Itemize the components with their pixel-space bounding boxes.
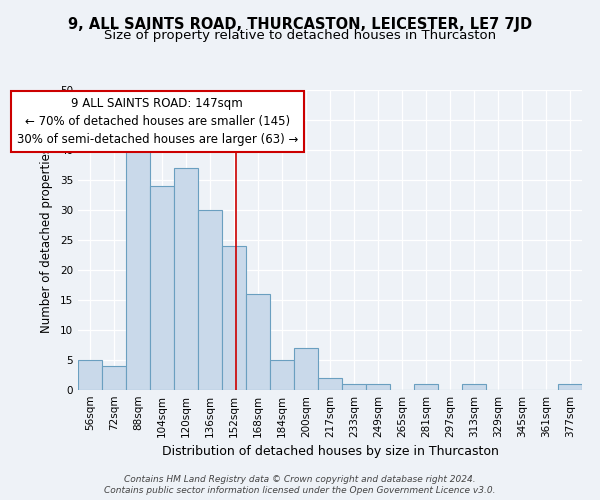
Text: Contains public sector information licensed under the Open Government Licence v3: Contains public sector information licen…: [104, 486, 496, 495]
Bar: [102, 366, 126, 390]
Bar: [198, 210, 222, 390]
Bar: [294, 348, 318, 390]
Text: Contains HM Land Registry data © Crown copyright and database right 2024.: Contains HM Land Registry data © Crown c…: [124, 475, 476, 484]
Text: 9, ALL SAINTS ROAD, THURCASTON, LEICESTER, LE7 7JD: 9, ALL SAINTS ROAD, THURCASTON, LEICESTE…: [68, 18, 532, 32]
Bar: [150, 186, 174, 390]
Bar: [366, 384, 390, 390]
Y-axis label: Number of detached properties: Number of detached properties: [40, 147, 53, 333]
Bar: [318, 378, 342, 390]
Bar: [174, 168, 198, 390]
Bar: [78, 360, 102, 390]
Bar: [414, 384, 438, 390]
Bar: [246, 294, 270, 390]
Bar: [222, 246, 246, 390]
Bar: [126, 144, 150, 390]
X-axis label: Distribution of detached houses by size in Thurcaston: Distribution of detached houses by size …: [161, 446, 499, 458]
Bar: [270, 360, 294, 390]
Bar: [342, 384, 366, 390]
Text: Size of property relative to detached houses in Thurcaston: Size of property relative to detached ho…: [104, 29, 496, 42]
Bar: [462, 384, 486, 390]
Bar: [558, 384, 582, 390]
Text: 9 ALL SAINTS ROAD: 147sqm
← 70% of detached houses are smaller (145)
30% of semi: 9 ALL SAINTS ROAD: 147sqm ← 70% of detac…: [17, 97, 298, 146]
